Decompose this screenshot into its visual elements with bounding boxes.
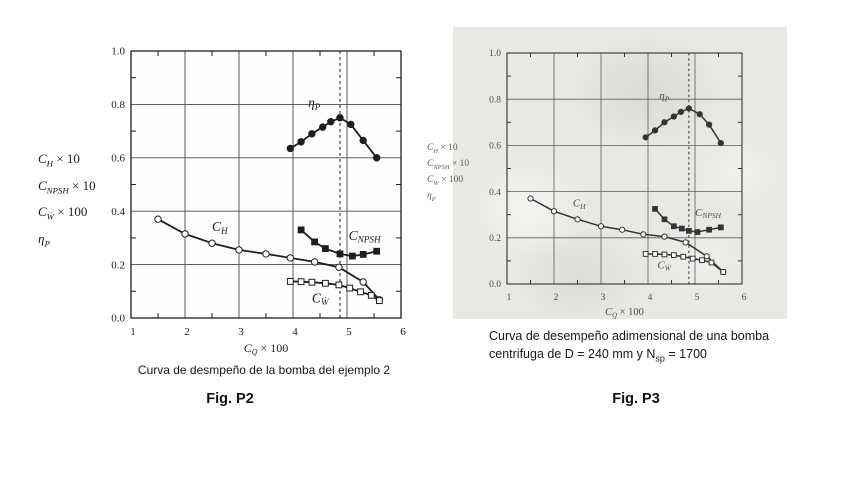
series-markers-C_W_dot [642, 251, 727, 275]
svg-text:0.8: 0.8 [111, 99, 125, 111]
coef-main: C [38, 177, 47, 193]
coef-sub: NPSH [433, 163, 450, 171]
minor-ticks [131, 51, 401, 318]
coef-label-cnpsh: CNPSH × 10 [38, 175, 96, 202]
svg-text:0.2: 0.2 [489, 234, 501, 244]
svg-text:0.8: 0.8 [489, 95, 501, 105]
series-markers-C_W_dot [286, 278, 383, 305]
series-label-eta_P: ηP [308, 95, 321, 112]
series-markers-C_NPSH [297, 226, 381, 260]
coef-label-cnpsh: CNPSH × 10 [427, 158, 469, 174]
caption-p3: Curva de desempeño adimensional de una b… [489, 328, 789, 368]
pump-performance-chart-p2: CH ηP CNPSH CẆ 0.0 0.2 0.4 0.6 0.8 1.0 1 2 3 4 5 6 CQ × … [111, 46, 406, 357]
svg-text:0.0: 0.0 [489, 280, 501, 290]
series-line-C_H [529, 197, 724, 273]
svg-text:2: 2 [554, 293, 559, 303]
coef-sub: P [44, 238, 50, 249]
coef-sub: H [46, 158, 54, 169]
series-label-C_H: CH [573, 198, 586, 211]
coef-label-eta: ηP [38, 228, 96, 255]
gridlines [131, 51, 401, 318]
svg-text:3: 3 [601, 293, 606, 303]
svg-text:6: 6 [742, 293, 747, 303]
pump-performance-chart-p3: CH ηP CNPSH CẆ 0.0 0.2 0.4 0.6 0.8 1.0 1 2 3 4 5 6 CQ × … [489, 49, 747, 320]
svg-text:0.6: 0.6 [489, 142, 501, 152]
svg-text:5: 5 [346, 326, 352, 338]
fig-label-p2: Fig. P2 [206, 391, 254, 407]
svg-text:3: 3 [238, 326, 244, 338]
series-markers-eta_P [286, 114, 381, 162]
tick-labels: 0.0 0.2 0.4 0.6 0.8 1.0 1 2 3 4 5 6 [111, 46, 406, 338]
svg-text:0.6: 0.6 [111, 153, 125, 165]
series-line-C_H [157, 218, 381, 301]
coef-label-eta: ηP [427, 190, 469, 206]
caption-p3-line2-pre: centrifuga de D = 240 mm y N [489, 346, 656, 361]
coef-label-ch: CH × 10 [38, 148, 96, 175]
series-label-C_NPSH: CNPSH [695, 207, 722, 220]
coef-rest: × 10 [438, 143, 458, 153]
series-label-C_NPSH: CNPSH [349, 228, 382, 245]
coef-main: C [427, 158, 434, 169]
plot-frame [506, 52, 743, 285]
svg-text:4: 4 [648, 293, 653, 303]
tick-labels: 0.0 0.2 0.4 0.6 0.8 1.0 1 2 3 4 5 6 [489, 49, 747, 303]
x-axis-label: CQ × 100 [605, 307, 644, 320]
coef-sub: Ẇ [433, 179, 439, 187]
coef-main: η [427, 190, 432, 201]
x-axis-label: CQ × 100 [244, 341, 289, 357]
series-label-C_H: CH [212, 219, 229, 236]
plot-background [131, 51, 401, 318]
coef-label-cw: CẆ × 100 [38, 201, 96, 228]
coef-sub: Ẇ [46, 211, 55, 222]
coef-sub: H [433, 147, 439, 155]
series-label-C_W_dot: CẆ [312, 291, 330, 308]
caption-p3-line2-post: = 1700 [664, 346, 707, 361]
svg-text:5: 5 [695, 293, 700, 303]
svg-text:0.0: 0.0 [111, 313, 125, 325]
coef-rest: × 100 [438, 174, 464, 185]
minor-ticks [507, 53, 742, 284]
series-label-C_W_dot: CẆ [657, 259, 671, 272]
scanned-paper-background [453, 27, 787, 319]
series-markers-eta_P [642, 105, 724, 147]
coef-main: C [427, 143, 434, 153]
coef-main: η [38, 230, 45, 246]
svg-text:1: 1 [130, 326, 136, 338]
y-axis-coefficient-labels-p2: CH × 10 CNPSH × 10 CẆ × 100 ηP [38, 148, 96, 254]
svg-text:2: 2 [184, 326, 190, 338]
svg-text:0.4: 0.4 [489, 188, 501, 198]
coef-sub: P [431, 195, 436, 203]
svg-text:6: 6 [400, 326, 406, 338]
coef-rest: × 10 [68, 177, 96, 193]
caption-p3-line2: centrifuga de D = 240 mm y Nsp = 1700 [489, 346, 789, 368]
fig-label-p3: Fig. P3 [612, 391, 660, 407]
coef-label-cw: CẆ × 100 [427, 174, 469, 190]
y-axis-coefficient-labels-p3: CH × 10 CNPSH × 10 CẆ × 100 ηP [427, 142, 469, 206]
coef-rest: × 100 [54, 204, 88, 220]
coef-main: C [38, 204, 47, 220]
coef-rest: × 10 [53, 151, 80, 166]
svg-text:1.0: 1.0 [111, 46, 125, 58]
coef-rest: × 10 [449, 158, 470, 169]
svg-text:0.2: 0.2 [111, 259, 125, 271]
series-markers-C_NPSH [652, 206, 724, 235]
coef-label-ch: CH × 10 [427, 142, 469, 158]
caption-p3-line1: Curva de desempeño adimensional de una b… [489, 329, 770, 343]
svg-text:1.0: 1.0 [489, 49, 501, 59]
caption-p2: Curva de desmpeño de la bomba del ejempl… [137, 363, 391, 377]
coef-main: C [38, 151, 47, 166]
series-label-eta_P: ηP [659, 90, 669, 103]
coef-sub: NPSH [46, 185, 69, 196]
caption-p3-line2-sub: sp [655, 353, 665, 363]
svg-text:0.4: 0.4 [111, 206, 125, 218]
gridlines [507, 53, 742, 284]
svg-text:1: 1 [507, 293, 512, 303]
coef-main: C [427, 174, 434, 185]
svg-text:4: 4 [292, 326, 298, 338]
